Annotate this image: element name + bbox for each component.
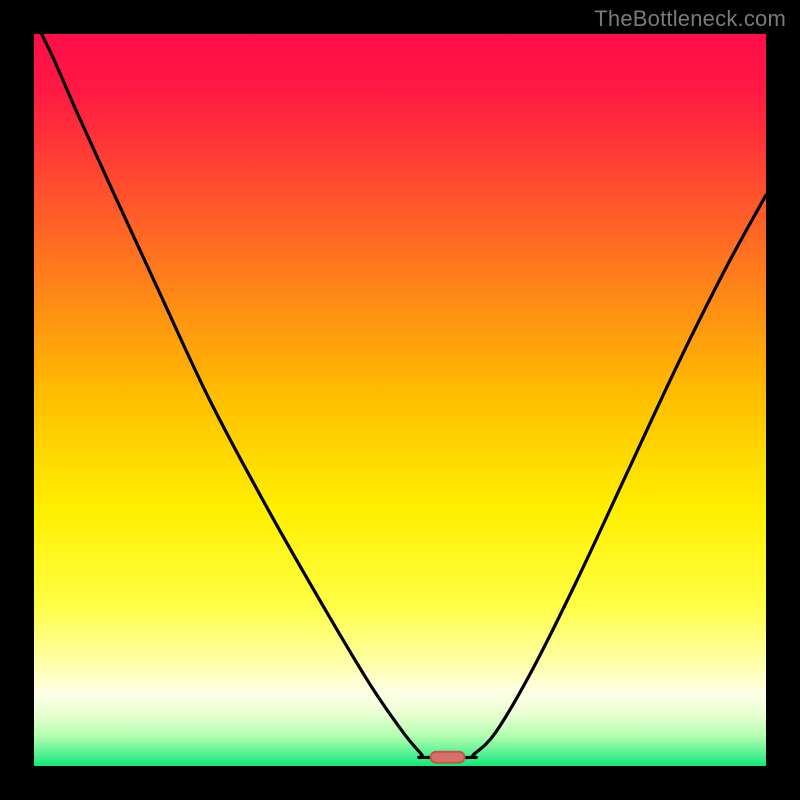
bottleneck-chart xyxy=(0,0,800,800)
watermark-text: TheBottleneck.com xyxy=(594,6,786,32)
plot-background xyxy=(34,34,766,766)
optimal-point-marker xyxy=(431,752,465,763)
